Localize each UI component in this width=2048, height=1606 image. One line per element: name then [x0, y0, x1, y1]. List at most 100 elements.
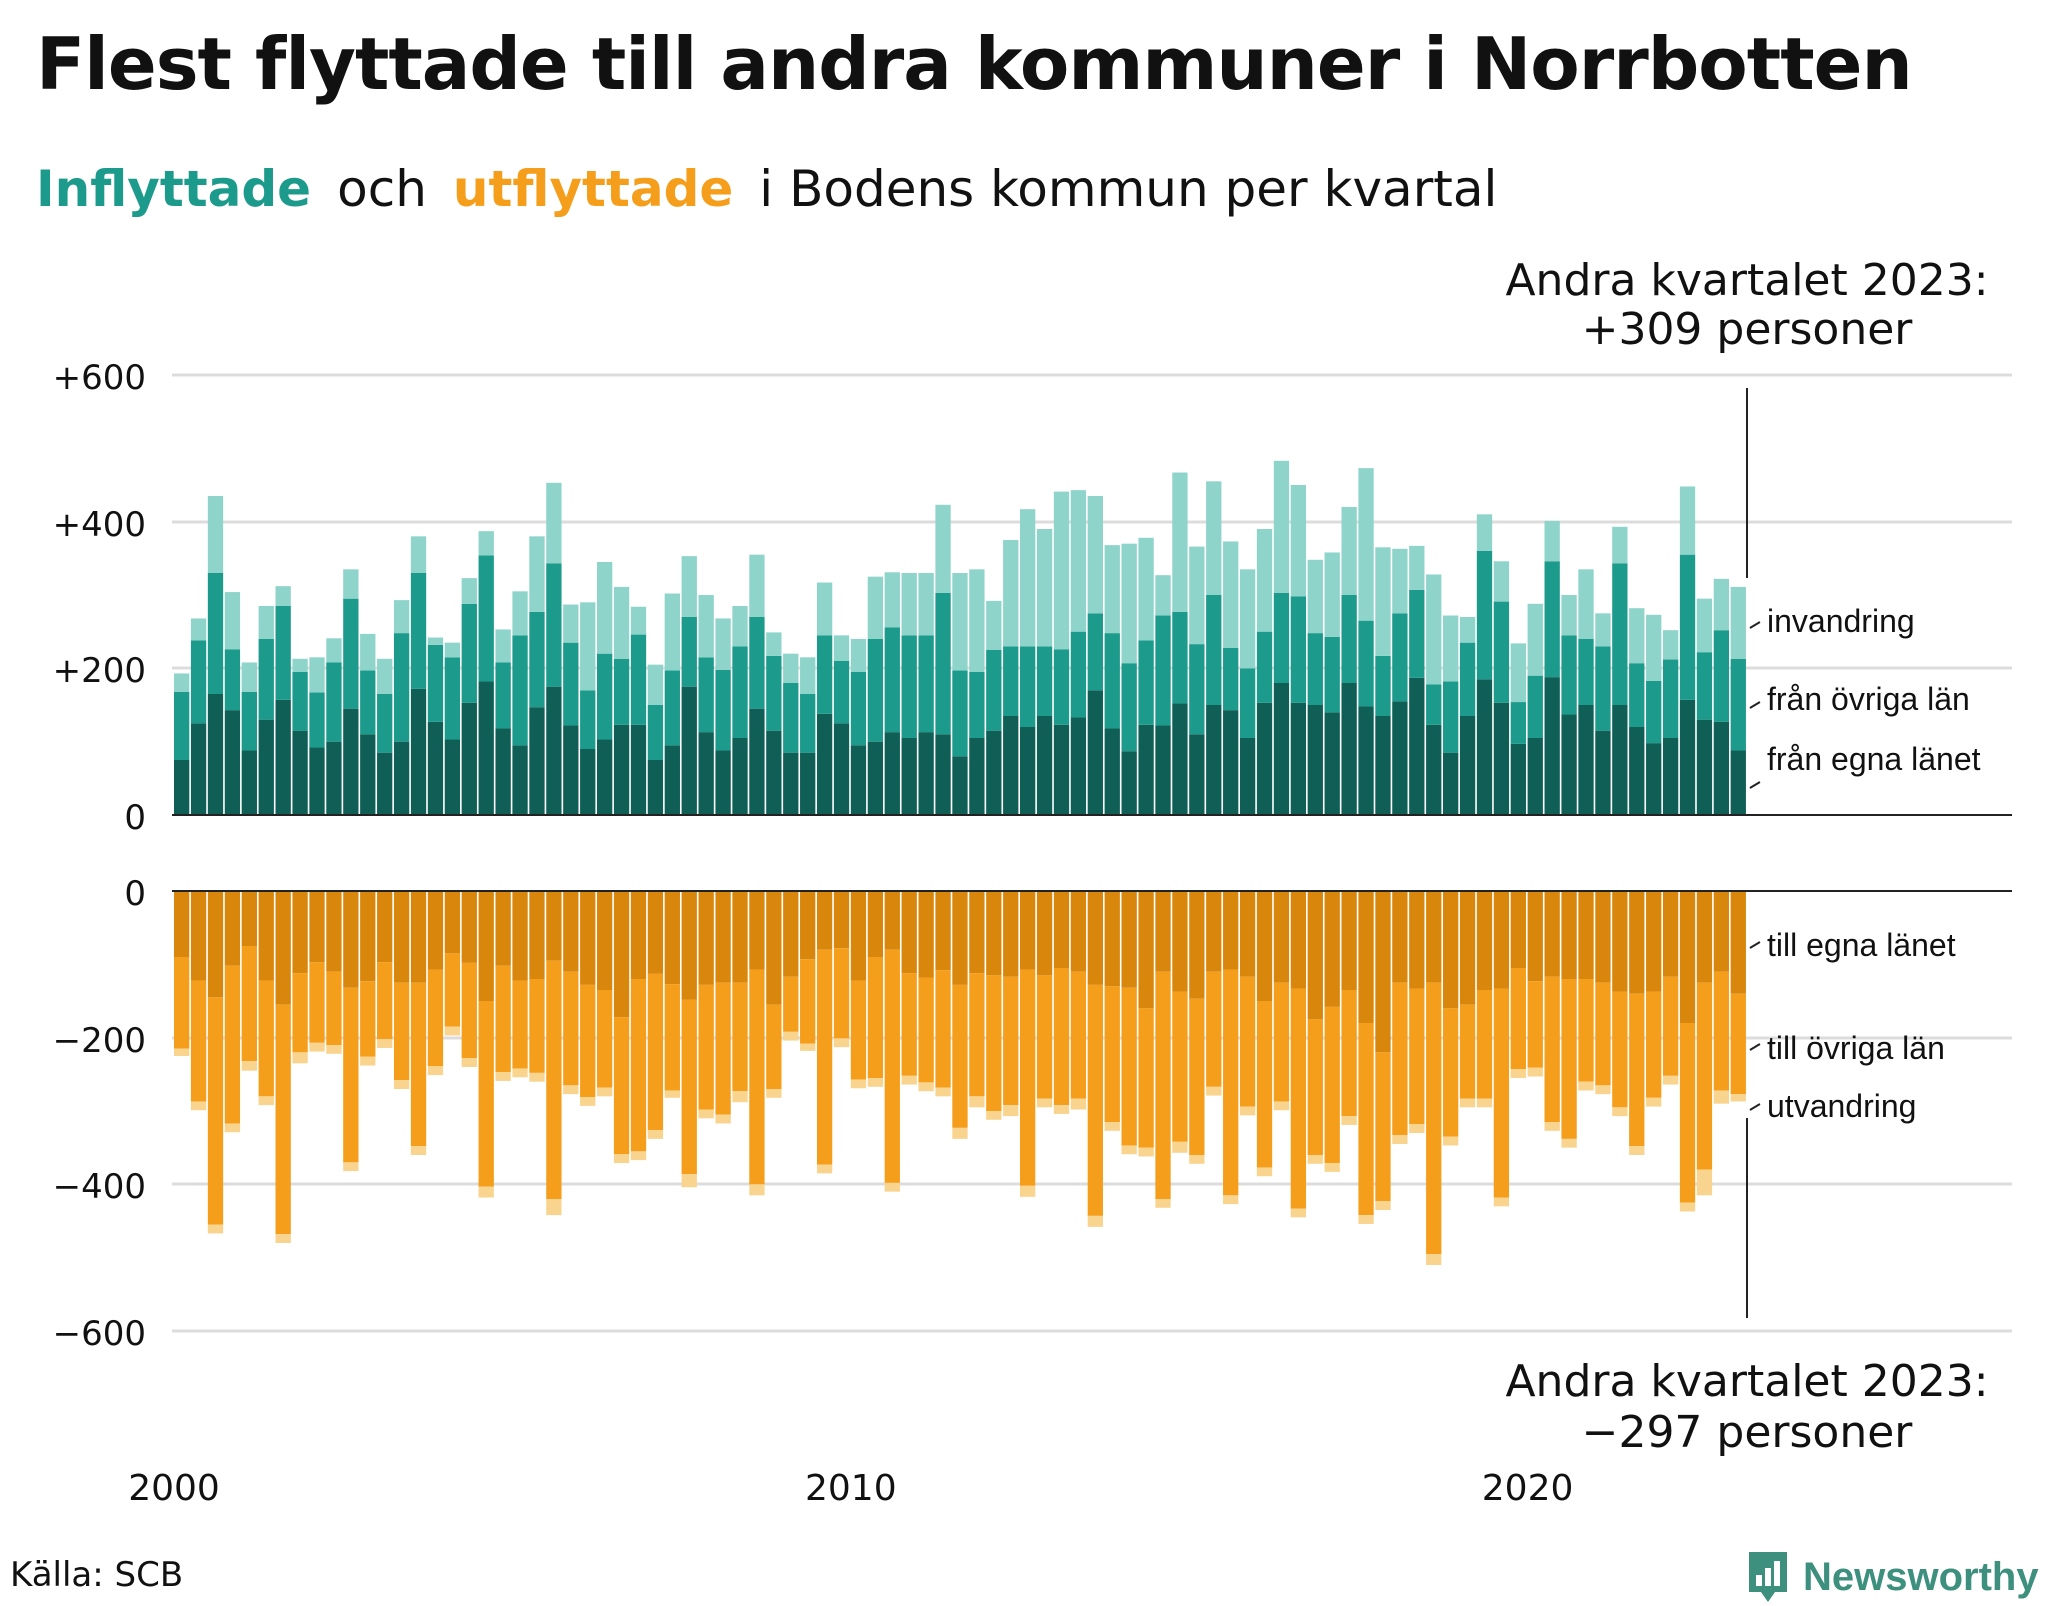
bar-utflyttade — [1223, 1195, 1239, 1205]
bar-inflyttade — [749, 708, 765, 815]
bar-inflyttade — [715, 750, 731, 815]
bar-utflyttade — [1273, 891, 1290, 983]
bar-utflyttade — [800, 891, 816, 960]
bar-inflyttade — [1003, 716, 1019, 815]
bar-utflyttade — [495, 1072, 511, 1081]
bar-inflyttade — [1443, 615, 1459, 682]
bar-utflyttade — [1138, 891, 1154, 1009]
bar-utflyttade — [224, 965, 241, 1124]
bar-inflyttade — [377, 694, 393, 753]
bar-utflyttade — [1595, 1085, 1611, 1095]
bar-inflyttade — [1307, 559, 1323, 634]
bar-utflyttade — [495, 891, 511, 966]
bar-inflyttade — [1223, 647, 1239, 711]
bar-inflyttade — [1459, 716, 1476, 815]
bar-inflyttade — [952, 670, 968, 757]
bar-inflyttade — [681, 556, 697, 617]
bar-inflyttade — [529, 707, 545, 815]
bar-inflyttade — [630, 634, 647, 725]
bar-utflyttade — [478, 891, 494, 1001]
bar-utflyttade — [241, 946, 257, 1062]
bar-utflyttade — [647, 1130, 664, 1139]
bar-utflyttade — [1087, 984, 1103, 1216]
bar-inflyttade — [1426, 724, 1442, 815]
bar-utflyttade — [1493, 988, 1510, 1198]
bar-utflyttade — [1155, 971, 1171, 1199]
bar-inflyttade — [1070, 717, 1087, 815]
bar-utflyttade — [715, 891, 731, 983]
bar-inflyttade — [1629, 663, 1645, 727]
bar-utflyttade — [1595, 891, 1611, 983]
bar-utflyttade — [1155, 891, 1171, 972]
bar-utflyttade — [1527, 1067, 1543, 1077]
bar-utflyttade — [867, 891, 884, 957]
bar-utflyttade — [427, 1066, 444, 1076]
bar-inflyttade — [681, 686, 697, 815]
bar-utflyttade — [681, 1174, 697, 1188]
bar-inflyttade — [1713, 578, 1730, 631]
bar-inflyttade — [1020, 509, 1036, 647]
bar-inflyttade — [1612, 526, 1628, 564]
bar-inflyttade — [1426, 574, 1442, 685]
brand-name: Newsworthy — [1803, 1554, 2039, 1599]
bar-inflyttade — [207, 573, 224, 694]
bar-utflyttade — [360, 891, 376, 982]
bar-utflyttade — [664, 984, 680, 1091]
bar-inflyttade — [292, 658, 308, 672]
bar-utflyttade — [901, 1075, 917, 1085]
bar-inflyttade — [563, 642, 579, 726]
bar-inflyttade — [1273, 592, 1290, 683]
bar-utflyttade — [377, 962, 393, 1040]
bar-utflyttade — [1443, 1136, 1459, 1146]
bar-inflyttade — [1206, 481, 1222, 595]
bar-utflyttade — [478, 1001, 494, 1187]
bar-inflyttade — [816, 582, 833, 636]
bar-utflyttade — [1341, 891, 1357, 990]
bar-inflyttade — [174, 673, 190, 692]
y-tick-label: 0 — [124, 874, 146, 914]
bar-utflyttade — [1595, 982, 1611, 1086]
bar-utflyttade — [258, 1096, 274, 1106]
bar-inflyttade — [884, 627, 900, 733]
bar-utflyttade — [1679, 1023, 1696, 1203]
x-tick-label: 2000 — [128, 1468, 220, 1509]
bar-inflyttade — [1612, 705, 1628, 815]
bar-inflyttade — [901, 738, 917, 815]
x-tick-label: 2020 — [1482, 1468, 1574, 1509]
bar-utflyttade — [833, 1038, 850, 1048]
bar-utflyttade — [1646, 991, 1662, 1098]
bar-inflyttade — [698, 595, 714, 658]
bar-inflyttade — [1646, 743, 1662, 815]
bar-inflyttade — [986, 600, 1002, 650]
bar-utflyttade — [546, 891, 562, 961]
bar-utflyttade — [664, 1090, 680, 1098]
bar-inflyttade — [1646, 614, 1662, 681]
bar-inflyttade — [1172, 472, 1188, 612]
bar-utflyttade — [1544, 891, 1560, 977]
bar-inflyttade — [427, 721, 444, 815]
bar-inflyttade — [1104, 545, 1120, 634]
bar-utflyttade — [580, 891, 596, 985]
bar-utflyttade — [884, 1182, 900, 1192]
bar-inflyttade — [275, 606, 291, 700]
bar-utflyttade — [1696, 982, 1713, 1170]
bar-inflyttade — [495, 662, 511, 729]
bar-inflyttade — [1104, 633, 1120, 729]
bar-utflyttade — [816, 949, 833, 1165]
bar-utflyttade — [292, 973, 308, 1053]
bar-inflyttade — [1662, 630, 1679, 660]
bar-inflyttade — [986, 650, 1002, 731]
bar-inflyttade — [1256, 631, 1273, 703]
bar-utflyttade — [1527, 891, 1543, 982]
bar-utflyttade — [1121, 987, 1137, 1146]
bar-utflyttade — [1070, 1098, 1087, 1110]
bar-inflyttade — [258, 719, 274, 815]
bar-utflyttade — [343, 1162, 359, 1172]
bar-inflyttade — [1324, 552, 1340, 637]
bar-inflyttade — [580, 749, 596, 815]
bar-inflyttade — [343, 598, 359, 709]
bar-utflyttade — [715, 982, 731, 1115]
bar-inflyttade — [1155, 725, 1171, 815]
bar-inflyttade — [546, 482, 562, 564]
bar-utflyttade — [444, 953, 461, 1027]
